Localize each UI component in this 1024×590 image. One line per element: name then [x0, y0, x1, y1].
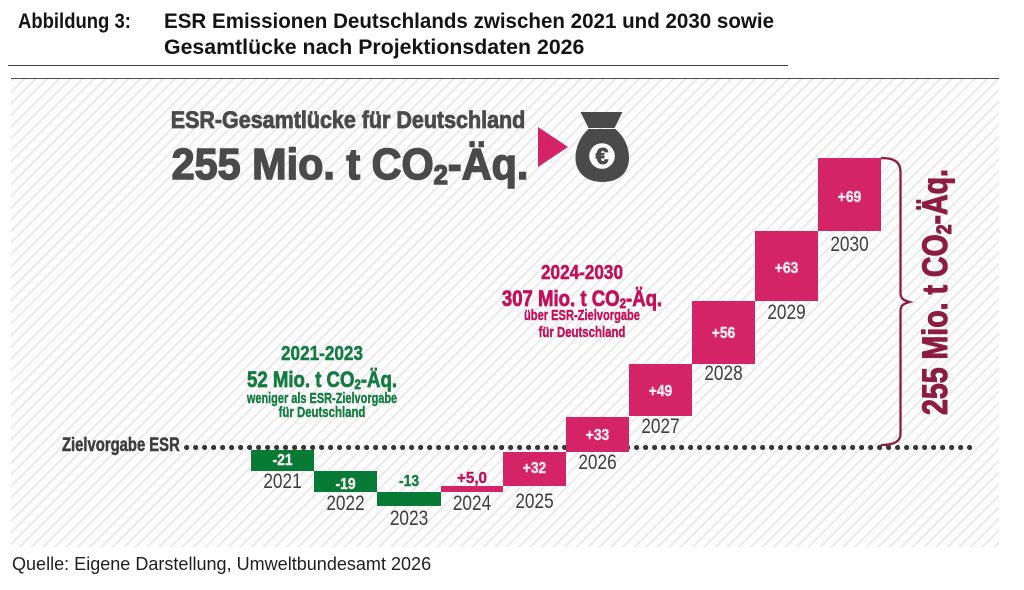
svg-text:€: €	[596, 143, 609, 169]
